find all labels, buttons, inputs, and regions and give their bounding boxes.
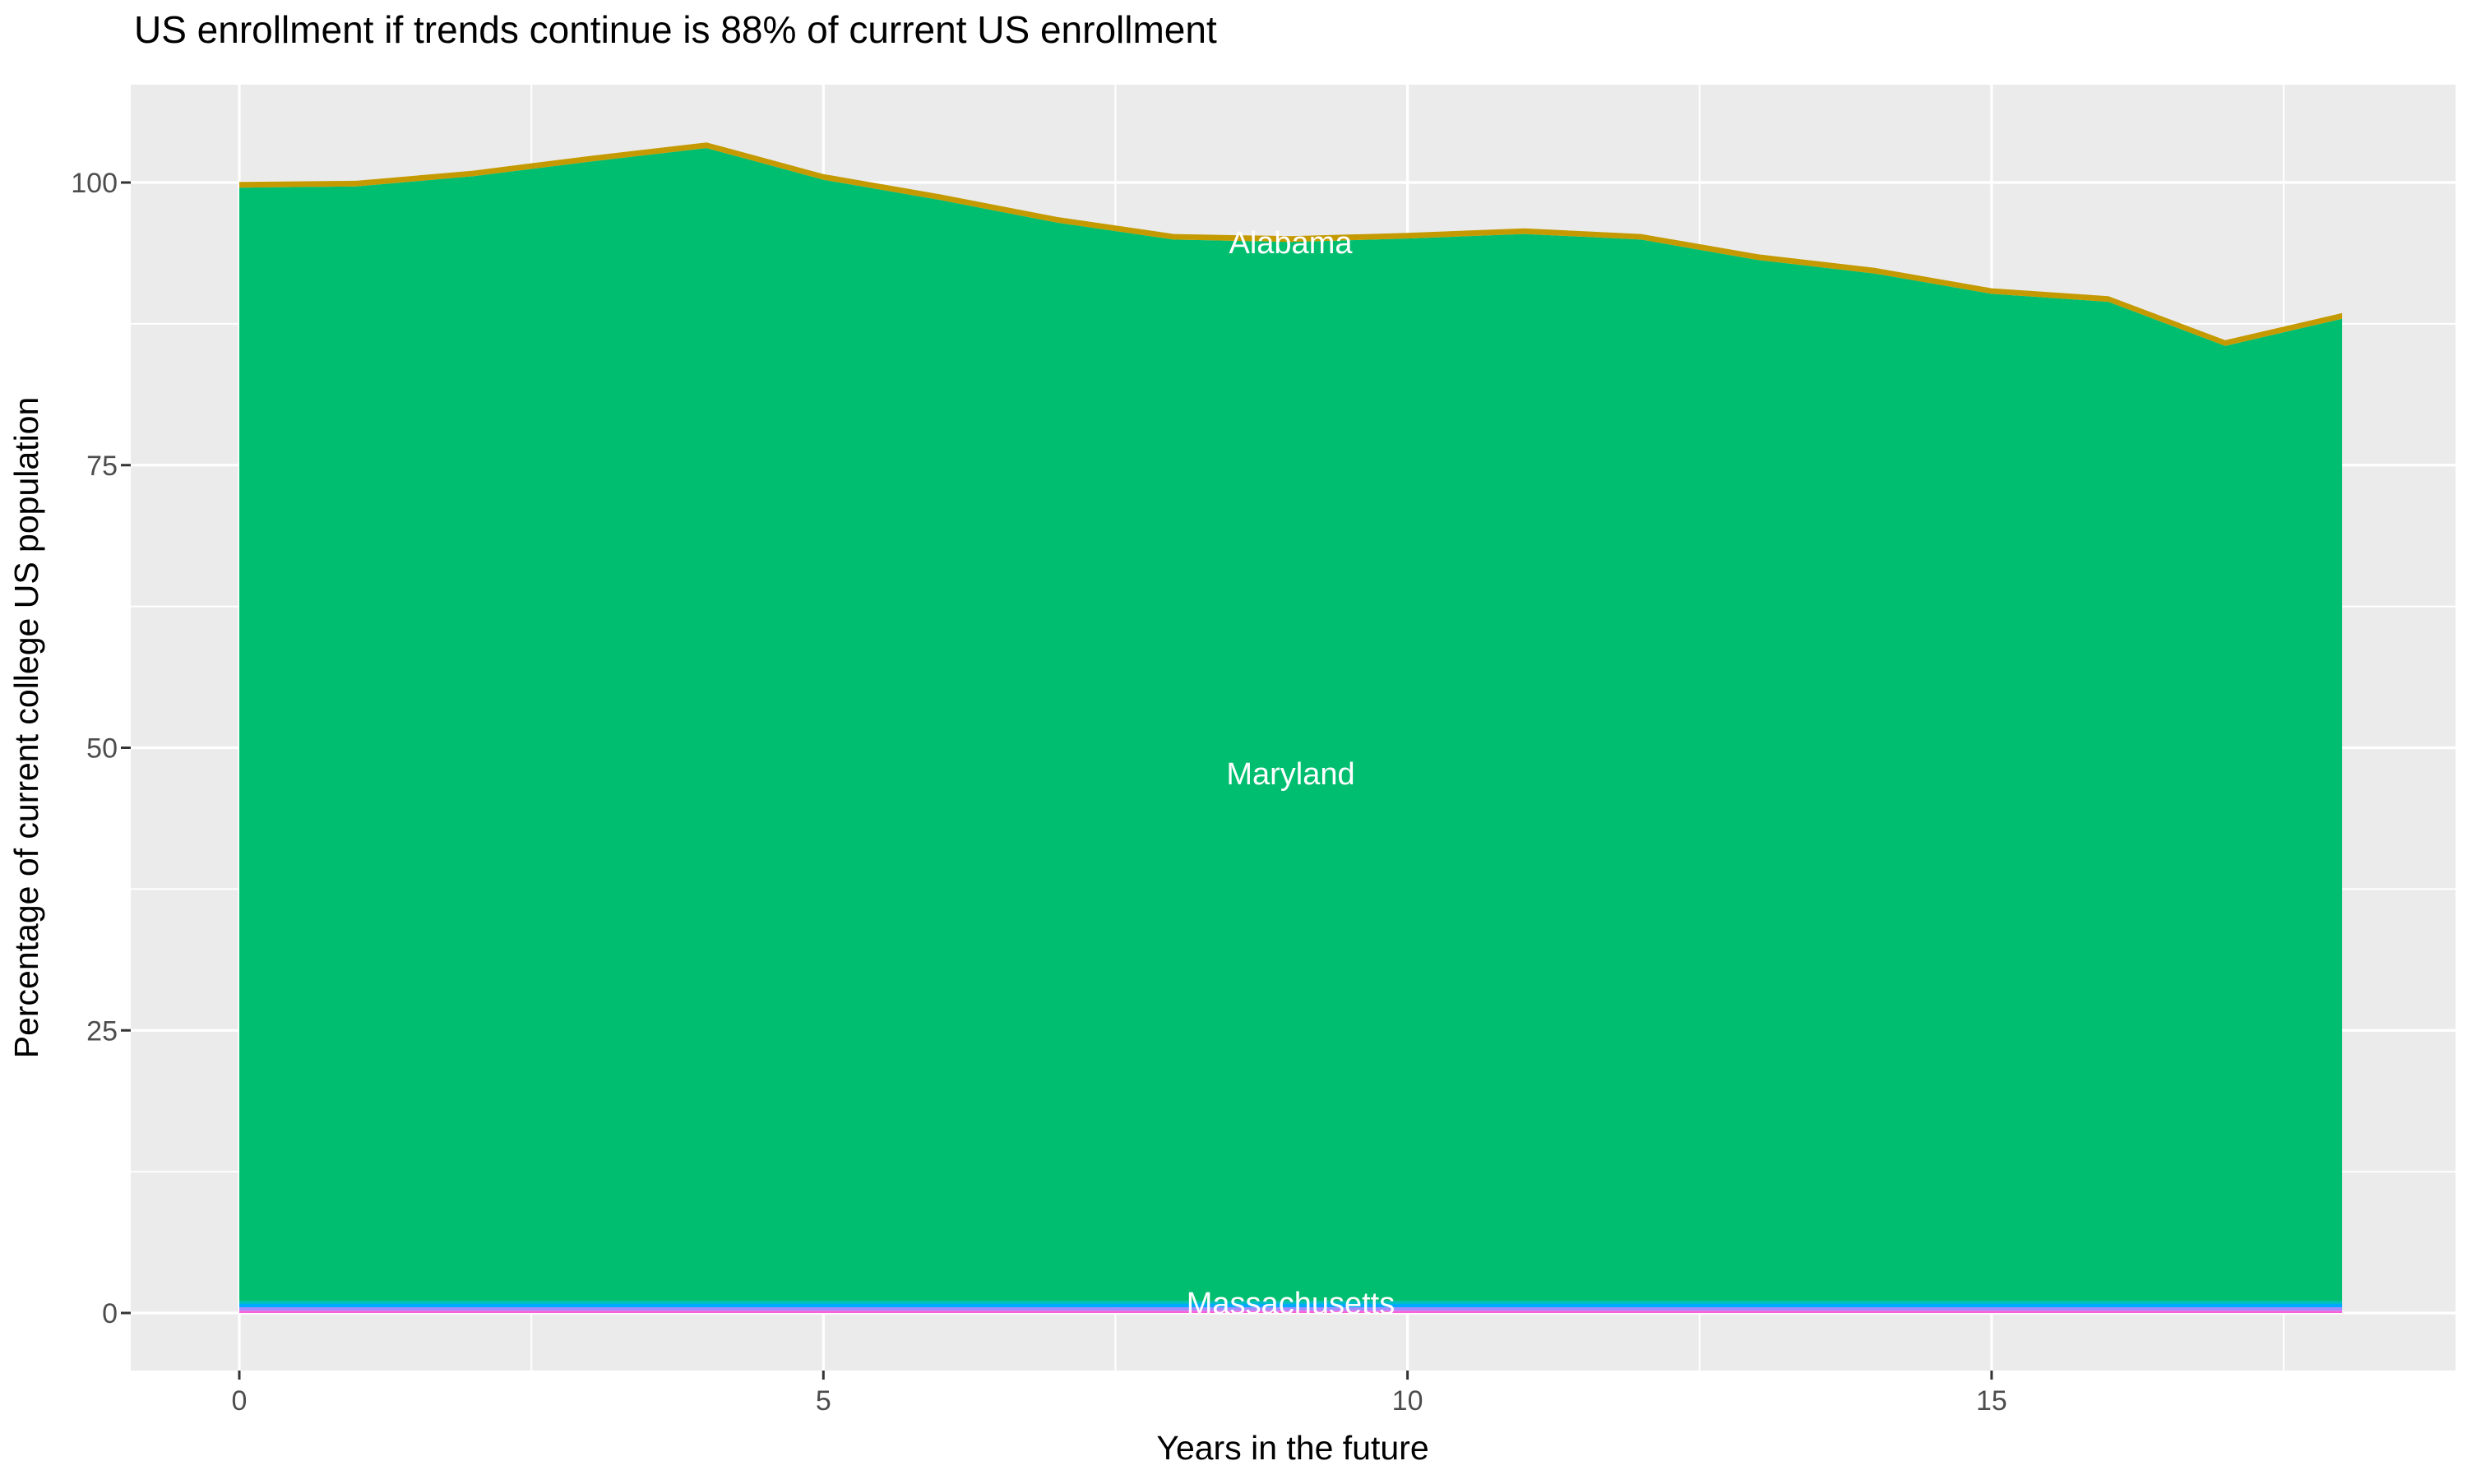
y-tick-label: 25 xyxy=(86,1015,118,1047)
y-tick-label: 50 xyxy=(86,733,118,765)
area-labels: Alabama Maryland Massachusetts xyxy=(1187,226,1395,1321)
y-tick-label: 100 xyxy=(71,168,118,199)
y-axis-title: Percentage of current college US populat… xyxy=(7,397,45,1059)
area-label-massachusetts: Massachusetts xyxy=(1187,1287,1395,1321)
x-tick-label: 15 xyxy=(1976,1385,2007,1417)
x-tick-label: 10 xyxy=(1392,1385,1423,1417)
area-label-alabama: Alabama xyxy=(1229,226,1354,261)
y-tick-label: 0 xyxy=(102,1298,118,1329)
area-maryland xyxy=(239,148,2343,1301)
area-unlabeled-band-pink xyxy=(239,1311,2343,1313)
area-massachusetts xyxy=(239,1301,2343,1304)
x-tick-label: 5 xyxy=(816,1385,831,1417)
axis-tick-labels: 0 5 10 15 0 25 50 75 100 xyxy=(71,168,2007,1417)
chart-title: US enrollment if trends continue is 88% … xyxy=(134,8,1217,51)
x-tick-label: 0 xyxy=(232,1385,248,1417)
y-tick-label: 75 xyxy=(86,451,118,482)
x-axis-title: Years in the future xyxy=(1156,1429,1428,1467)
stacked-areas xyxy=(239,142,2343,1313)
area-label-maryland: Maryland xyxy=(1226,757,1354,792)
area-unlabeled-band-blue xyxy=(239,1304,2343,1308)
axis-ticks xyxy=(121,181,1993,1380)
area-unlabeled-band-violet xyxy=(239,1307,2343,1311)
